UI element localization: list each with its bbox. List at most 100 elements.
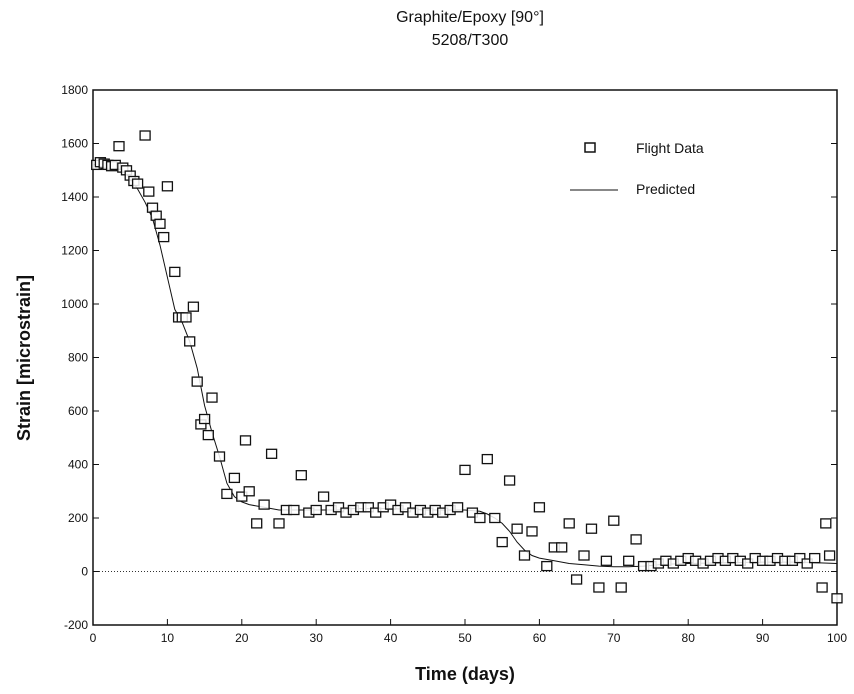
flight-data-point [258,499,270,510]
flight-data-point [221,488,233,500]
flight-data-point [451,502,464,513]
flight-data-point [184,336,196,347]
x-tick-label: 30 [310,631,324,645]
y-tick-label: 1400 [61,190,88,204]
chart-title: Graphite/Epoxy [90°] [396,9,544,26]
flight-data-point [608,515,620,526]
legend: Flight Data Predicted [570,140,704,197]
y-axis-label: Strain [microstrain] [14,275,34,441]
flight-data-point [794,552,806,564]
flight-data-point [556,542,568,553]
flight-data-point [206,392,218,403]
flight-data-point [265,448,278,459]
flight-data-point [593,582,605,593]
flight-data-point [243,486,255,497]
flight-data-point [820,518,832,529]
y-tick-label: 1600 [61,137,88,151]
flight-data-point [139,130,151,141]
flight-data-point [630,534,642,545]
y-tick-label: -200 [64,618,88,632]
flight-data-point [362,502,374,513]
flight-data-point [399,502,412,513]
flight-data-point [154,218,166,229]
flight-data-point [251,518,263,529]
flight-data-point [816,582,828,593]
flight-data-point [615,582,627,593]
legend-marker-square [584,142,596,153]
y-tick-label: 600 [68,404,88,418]
chart-subtitle: 5208/T300 [432,32,509,49]
x-axis-label: Time (days) [415,664,515,684]
flight-data-point [489,512,501,524]
flight-data-point [511,523,523,534]
flight-data-point [198,413,211,425]
flight-data-point [481,453,493,465]
flight-data-point [526,526,538,537]
x-tick-label: 20 [235,631,249,645]
flight-data-point [459,464,471,476]
x-tick-label: 90 [756,631,770,645]
x-tick-label: 0 [90,631,97,645]
x-tick-label: 100 [827,631,847,645]
flight-data-point [332,502,345,513]
flight-data-point [370,507,382,518]
y-tick-label: 0 [81,565,88,579]
flight-data-point [131,178,144,189]
flight-data-point [113,141,125,152]
flight-data-point [541,560,553,572]
flight-data-point [474,512,486,524]
flight-data-point [310,504,322,516]
y-tick-label: 400 [68,458,88,472]
flight-data-point [496,536,508,548]
flight-data-point [384,499,397,510]
x-tick-label: 10 [161,631,175,645]
flight-data-point [143,186,155,197]
flight-data-point [600,555,613,566]
flight-data-point [161,181,174,192]
flight-data-point [158,231,170,243]
flight-data-point [317,491,330,502]
flight-data-point [585,523,598,534]
legend-label-flight-data: Flight Data [636,140,704,156]
flight-data-point [563,518,575,529]
flight-data-point [202,429,214,441]
flight-data-point [831,593,843,604]
y-tick-label: 1000 [61,297,88,311]
x-tick-label: 50 [458,631,472,645]
x-tick-label: 70 [607,631,621,645]
flight-data-point [180,312,192,323]
flight-data-point [623,555,635,566]
legend-label-predicted: Predicted [636,181,695,197]
flight-data-point [518,550,531,561]
y-tick-label: 1200 [61,244,88,258]
plot-frame [92,89,838,626]
y-tick-label: 1800 [61,83,88,97]
flight-data-point [228,472,241,484]
flight-data-point [169,266,181,278]
flight-data-point [295,470,307,481]
flight-data-point [466,507,479,518]
flight-data-point [533,502,546,513]
flight-data-point [570,574,583,585]
flight-data-point [213,451,226,462]
flight-data-point [187,301,200,312]
flight-data-point [503,475,516,486]
predicted-series [92,163,838,568]
flight-data-point [273,518,285,529]
x-tick-label: 40 [384,631,398,645]
axis-ticks: 0 10 20 30 40 50 60 70 80 90 100-20002004006008001… [61,83,847,645]
flight-data-point [288,504,300,516]
flight-data-point [801,558,813,569]
predicted-line [92,163,838,568]
flight-data-point [236,491,248,502]
x-tick-label: 80 [682,631,696,645]
flight-data-point [809,552,821,564]
flight-data-point [823,550,836,561]
y-tick-label: 200 [68,511,88,525]
y-tick-label: 800 [68,351,88,365]
flight-data-point [191,376,203,387]
x-tick-label: 60 [533,631,547,645]
flight-data-point [239,435,252,446]
flight-data-series [91,130,843,604]
flight-data-point [578,550,590,561]
